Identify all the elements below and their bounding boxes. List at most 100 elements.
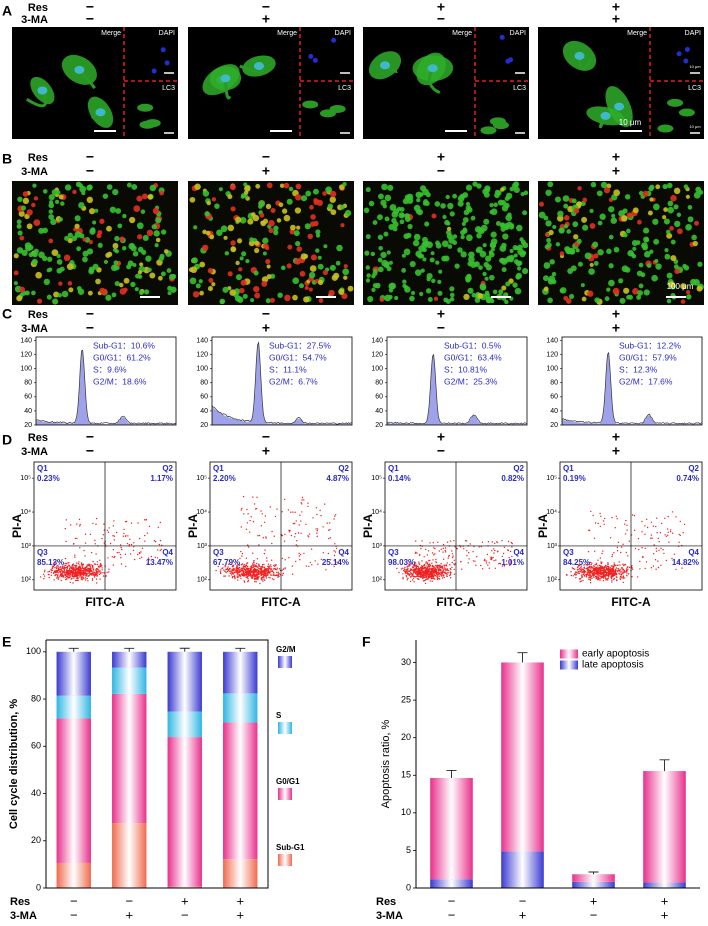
event-dot xyxy=(422,568,424,570)
cell-dot xyxy=(685,223,692,231)
event-dot xyxy=(334,543,336,545)
event-dot xyxy=(432,542,434,544)
y-tick-label: 10⁵ xyxy=(546,475,557,482)
event-dot xyxy=(580,569,582,571)
bar-segment xyxy=(643,771,686,883)
cell-dot xyxy=(413,233,421,241)
cell-dot xyxy=(543,262,551,269)
bar-segment xyxy=(501,662,544,852)
scale-label: 10 μm xyxy=(619,118,642,127)
nucleus xyxy=(379,61,390,70)
event-dot xyxy=(72,563,75,565)
event-dot xyxy=(488,567,490,569)
event-dot xyxy=(268,576,270,579)
event-dot xyxy=(147,557,150,559)
y-tick-label: 30 xyxy=(401,657,411,667)
event-dot xyxy=(410,569,412,571)
event-dot xyxy=(660,547,662,549)
event-dot xyxy=(39,576,42,578)
cell-dot xyxy=(300,253,308,260)
event-dot xyxy=(460,560,462,563)
event-dot xyxy=(435,558,437,561)
event-dot xyxy=(417,578,420,580)
event-dot xyxy=(57,578,60,580)
inset-label: DAPI xyxy=(685,30,701,37)
cell-dot xyxy=(153,230,160,237)
event-dot xyxy=(409,573,411,575)
sign: + xyxy=(262,11,270,27)
sign: + xyxy=(612,443,620,459)
event-dot xyxy=(95,517,98,520)
cell-dot xyxy=(522,210,528,216)
event-dot xyxy=(109,542,112,545)
cell-dot xyxy=(378,245,383,251)
cell-dot xyxy=(482,243,487,248)
event-dot xyxy=(434,553,436,555)
event-dot xyxy=(459,546,462,548)
histogram-line xyxy=(35,349,177,425)
cell-dot xyxy=(664,248,669,253)
event-dot xyxy=(624,523,626,525)
event-dot xyxy=(227,563,230,565)
cell-dot xyxy=(414,269,422,276)
event-dot xyxy=(404,566,406,569)
event-dot xyxy=(82,571,84,574)
cell-dot xyxy=(315,233,321,238)
event-dot xyxy=(577,566,579,568)
event-dot xyxy=(410,572,412,574)
event-dot xyxy=(466,555,468,557)
event-dot xyxy=(439,565,441,567)
cell-dot xyxy=(606,248,612,255)
event-dot xyxy=(330,559,332,561)
event-dot xyxy=(124,553,127,555)
event-dot xyxy=(592,567,594,569)
event-dot xyxy=(612,565,614,567)
y-tick-label: 80 xyxy=(31,693,41,703)
event-dot xyxy=(440,569,442,571)
event-dot xyxy=(501,555,504,558)
cell-dot xyxy=(92,220,97,225)
event-dot xyxy=(490,558,492,560)
event-dot xyxy=(220,569,222,571)
cell-dot xyxy=(539,201,544,207)
event-dot xyxy=(92,569,95,571)
event-dot xyxy=(288,557,290,559)
cell-dot xyxy=(490,299,495,304)
cell-dot xyxy=(268,219,275,227)
cell-dot xyxy=(22,197,30,205)
event-dot xyxy=(442,571,444,573)
event-dot xyxy=(272,564,275,567)
event-dot xyxy=(316,513,318,516)
cell-dot xyxy=(572,221,579,228)
event-dot xyxy=(618,561,620,563)
event-dot xyxy=(243,572,245,575)
cell-dot xyxy=(690,278,697,286)
event-dot xyxy=(476,556,478,558)
bar-segment xyxy=(572,874,615,882)
event-dot xyxy=(417,569,419,572)
event-dot xyxy=(70,578,73,580)
sign: − xyxy=(86,11,94,27)
event-dot xyxy=(606,578,609,580)
cell-dot xyxy=(51,189,58,196)
cell-dot xyxy=(218,187,223,192)
cell-dot xyxy=(310,254,317,261)
event-dot xyxy=(224,564,226,567)
cell-dot xyxy=(394,295,399,301)
cell-dot xyxy=(299,270,306,277)
cell-dot xyxy=(482,271,487,277)
event-dot xyxy=(146,532,149,534)
event-dot xyxy=(407,567,409,570)
event-dot xyxy=(273,573,275,575)
event-dot xyxy=(312,517,314,519)
lc3-cell xyxy=(678,108,695,117)
cell-dot xyxy=(662,215,667,220)
event-dot xyxy=(250,567,252,570)
event-dot xyxy=(641,531,643,533)
event-dot xyxy=(613,562,615,564)
event-dot xyxy=(600,573,602,576)
event-dot xyxy=(655,568,657,570)
event-dot xyxy=(113,520,115,522)
sign: + xyxy=(661,907,669,922)
event-dot xyxy=(243,513,245,515)
